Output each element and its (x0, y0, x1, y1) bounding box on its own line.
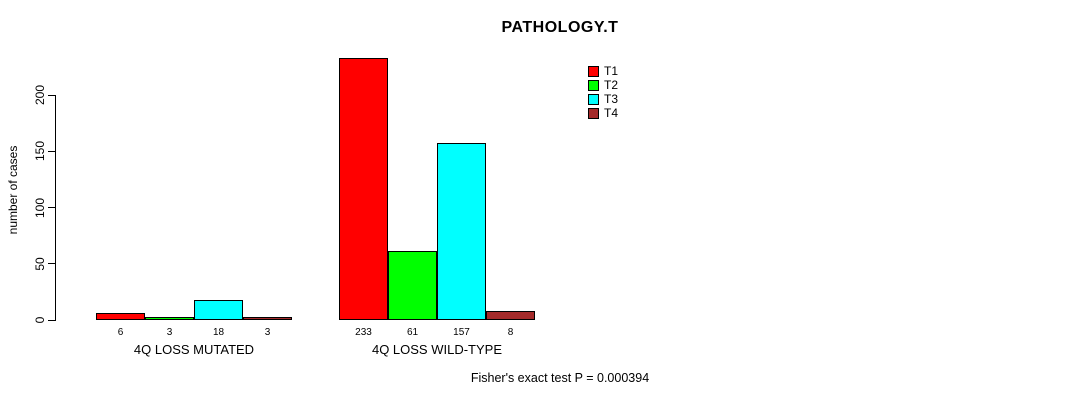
chart-title: PATHOLOGY.T (501, 19, 619, 36)
bar-value-label: 8 (507, 327, 514, 338)
legend-item: T1 (588, 64, 618, 78)
bar-T4 (486, 311, 535, 320)
bar-value-label: 61 (406, 327, 419, 338)
bar-value-label: 233 (355, 327, 372, 338)
bar-value-label: 3 (166, 327, 173, 338)
legend-swatch-T3 (588, 93, 599, 105)
legend-label: T3 (604, 92, 619, 106)
legend-item: T3 (588, 92, 618, 106)
bar-T1 (96, 313, 145, 320)
bar-T3 (194, 300, 243, 320)
bar-T2 (388, 251, 437, 320)
legend: T1 T2 T3 T4 (588, 64, 618, 120)
legend-swatch-T2 (588, 79, 599, 91)
bar-value-label: 6 (117, 327, 124, 338)
y-tick (48, 207, 55, 208)
annotation-text: Fisher's exact test P = 0.000394 (470, 371, 650, 385)
bar-T1 (339, 58, 388, 320)
legend-label: T2 (604, 78, 619, 92)
y-tick (48, 263, 55, 265)
y-tick (48, 94, 55, 96)
bar-T2 (145, 317, 194, 320)
legend-swatch-T4 (588, 107, 599, 119)
bar-value-label: 18 (212, 327, 225, 338)
legend-item: T4 (588, 106, 618, 120)
y-tick-label: 150 (33, 141, 47, 162)
category-label: 4Q LOSS MUTATED (133, 342, 255, 357)
y-tick (48, 150, 55, 152)
y-tick-label: 50 (33, 257, 47, 271)
y-axis-label: number of cases (6, 145, 20, 235)
bar-value-label: 157 (453, 327, 470, 338)
bar-T4 (243, 317, 292, 320)
legend-item: T2 (588, 78, 618, 92)
legend-label: T1 (604, 64, 619, 78)
y-axis (55, 95, 56, 321)
legend-label: T4 (604, 106, 619, 120)
bar-T3 (437, 143, 486, 320)
bar-value-label: 3 (264, 327, 271, 338)
y-tick-label: 200 (33, 84, 47, 106)
y-tick-label: 0 (33, 316, 47, 324)
legend-swatch-T1 (588, 65, 599, 77)
y-tick-label: 100 (33, 197, 47, 218)
y-tick (48, 319, 55, 321)
category-label: 4Q LOSS WILD-TYPE (371, 342, 503, 357)
